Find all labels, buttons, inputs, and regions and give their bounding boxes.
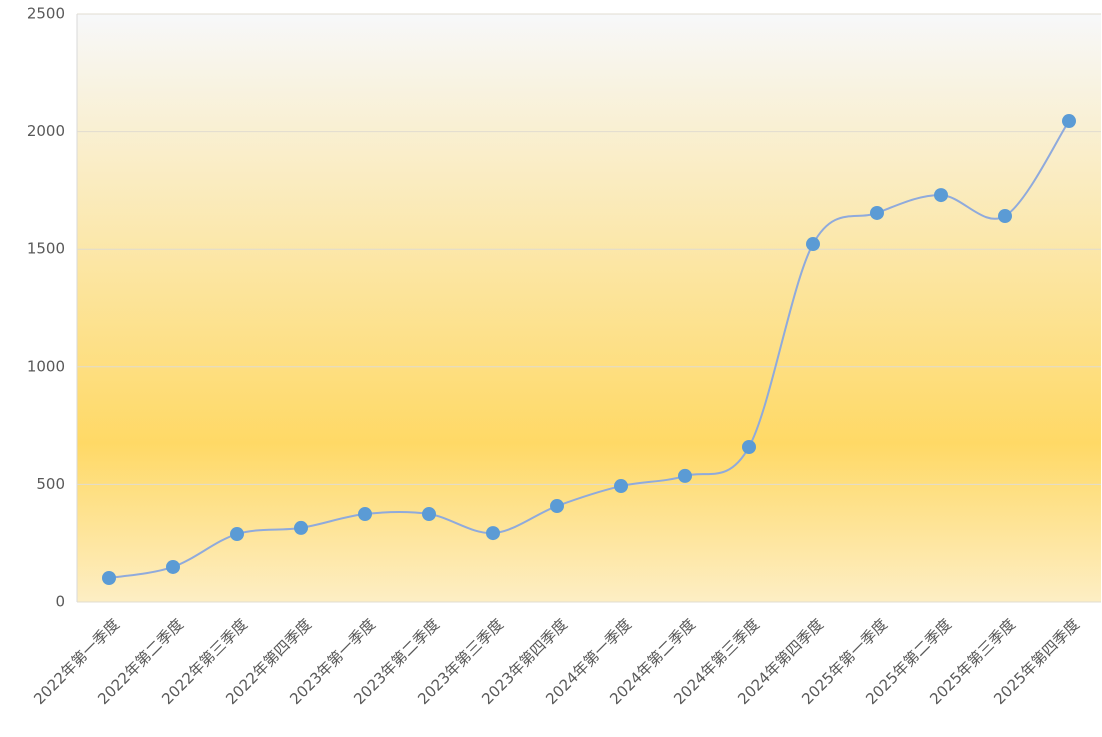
marker	[486, 526, 500, 541]
marker	[166, 559, 180, 574]
y-tick-label: 500	[36, 475, 65, 493]
marker	[934, 188, 948, 203]
marker	[550, 499, 564, 514]
marker	[422, 507, 436, 522]
plot-area	[77, 14, 1101, 602]
y-tick-label: 2000	[27, 122, 65, 140]
y-tick-label: 2500	[27, 5, 65, 23]
marker	[358, 507, 372, 522]
marker	[678, 468, 692, 483]
marker	[806, 237, 820, 252]
marker	[998, 209, 1012, 224]
marker	[742, 440, 756, 455]
marker	[870, 205, 884, 220]
marker	[294, 520, 308, 535]
y-tick-label: 0	[55, 593, 65, 611]
marker	[102, 571, 116, 586]
marker	[230, 527, 244, 542]
y-tick-label: 1500	[27, 240, 65, 258]
marker	[1062, 114, 1076, 129]
y-tick-label: 1000	[27, 357, 65, 375]
marker	[614, 479, 628, 494]
